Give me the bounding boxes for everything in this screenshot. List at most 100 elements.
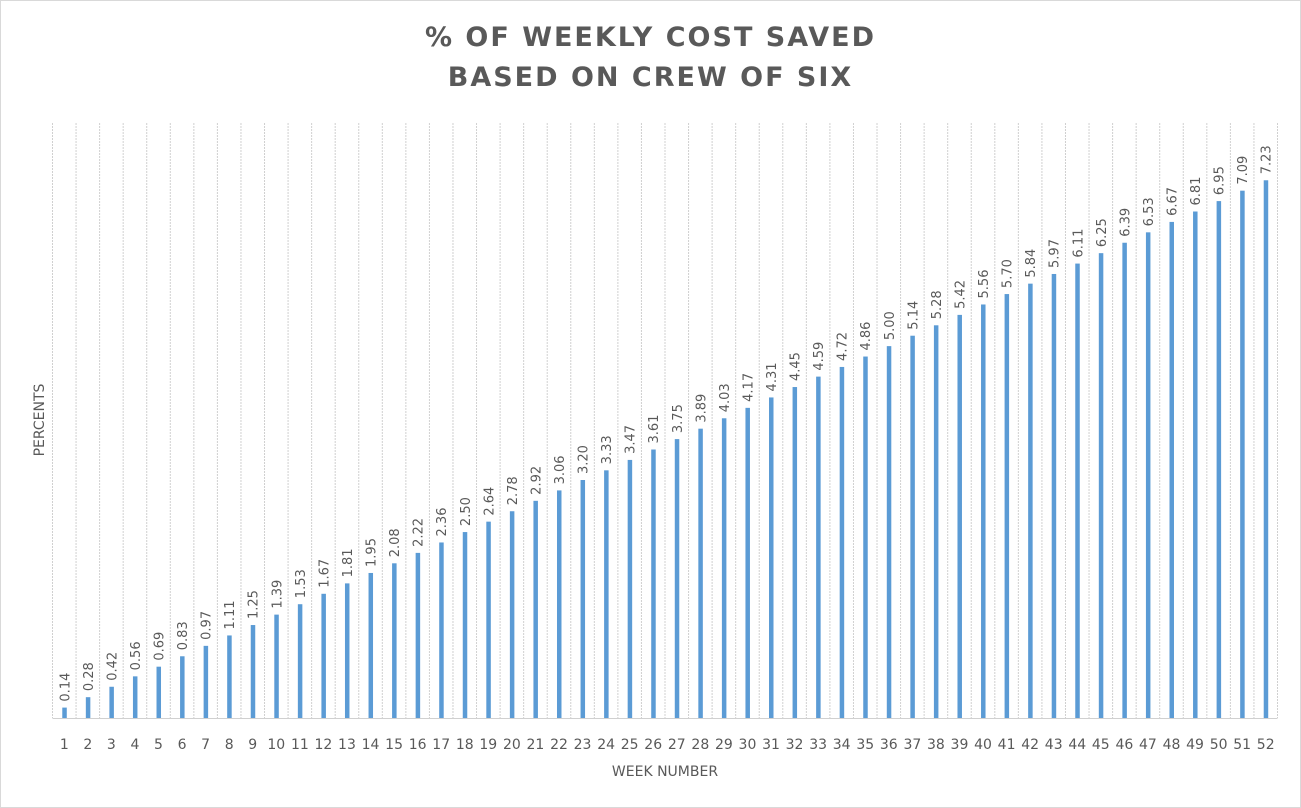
bar-week-17 bbox=[439, 542, 444, 718]
x-tick-label: 8 bbox=[225, 737, 234, 753]
data-label: 3.75 bbox=[671, 404, 686, 433]
data-label: 5.70 bbox=[1001, 259, 1016, 288]
bar-week-3 bbox=[109, 686, 114, 718]
bar-week-41 bbox=[1004, 294, 1010, 718]
data-label: 1.53 bbox=[294, 569, 309, 598]
x-tick-label: 12 bbox=[314, 737, 332, 753]
bar-week-45 bbox=[1098, 253, 1104, 718]
bar-week-12 bbox=[321, 593, 326, 718]
x-tick-label: 26 bbox=[644, 737, 662, 753]
data-label: 4.03 bbox=[718, 383, 733, 412]
data-label: 4.31 bbox=[765, 362, 780, 391]
data-label: 6.39 bbox=[1118, 208, 1133, 237]
bar-week-15 bbox=[392, 563, 397, 718]
data-label: 4.45 bbox=[789, 352, 804, 381]
x-tick-label: 21 bbox=[527, 737, 545, 753]
data-label: 1.11 bbox=[223, 600, 238, 629]
data-label: 3.61 bbox=[647, 415, 662, 444]
x-tick-label: 6 bbox=[178, 737, 187, 753]
bar-week-1 bbox=[62, 707, 67, 718]
data-label: 2.08 bbox=[388, 528, 403, 557]
data-label: 3.06 bbox=[553, 455, 568, 484]
data-label: 2.36 bbox=[435, 508, 450, 537]
data-label: 2.64 bbox=[482, 487, 497, 516]
data-label: 5.97 bbox=[1048, 239, 1063, 268]
x-tick-label: 20 bbox=[503, 737, 521, 753]
data-label: 6.95 bbox=[1213, 166, 1228, 195]
data-label: 6.67 bbox=[1165, 187, 1180, 216]
data-label: 5.00 bbox=[883, 311, 898, 340]
bar-week-10 bbox=[274, 614, 279, 718]
x-tick-label: 11 bbox=[291, 737, 309, 753]
data-label: 4.72 bbox=[836, 332, 851, 361]
bar-week-46 bbox=[1122, 242, 1127, 718]
bar-week-21 bbox=[533, 500, 538, 718]
x-tick-label: 27 bbox=[668, 737, 686, 753]
data-label: 1.67 bbox=[317, 559, 332, 588]
x-tick-label: 33 bbox=[809, 737, 827, 753]
bar-week-51 bbox=[1240, 190, 1245, 718]
bar-week-36 bbox=[886, 346, 892, 718]
data-label: 3.20 bbox=[577, 445, 592, 474]
bar-week-35 bbox=[863, 356, 868, 718]
bar-week-13 bbox=[344, 583, 350, 718]
data-label: 1.25 bbox=[247, 590, 262, 619]
bar-week-24 bbox=[604, 470, 609, 718]
bar-week-49 bbox=[1193, 211, 1198, 718]
bar-week-38 bbox=[933, 325, 939, 718]
data-label: 1.39 bbox=[270, 580, 285, 609]
bar-week-6 bbox=[180, 656, 185, 718]
bar-week-39 bbox=[957, 314, 962, 718]
bar-week-31 bbox=[769, 397, 774, 718]
x-tick-label: 37 bbox=[903, 737, 921, 753]
x-tick-label: 9 bbox=[248, 737, 257, 753]
data-label: 1.81 bbox=[341, 548, 356, 577]
bar-week-9 bbox=[250, 625, 256, 718]
data-label: 0.14 bbox=[58, 673, 73, 702]
data-label: 7.09 bbox=[1236, 156, 1251, 185]
data-label: 7.23 bbox=[1260, 145, 1275, 174]
data-label: 6.11 bbox=[1071, 229, 1086, 258]
data-label: 3.33 bbox=[600, 435, 615, 464]
data-label: 2.50 bbox=[459, 497, 474, 526]
x-tick-label: 15 bbox=[385, 737, 403, 753]
bar-week-43 bbox=[1051, 273, 1057, 718]
x-tick-label: 24 bbox=[597, 737, 615, 753]
bar-week-22 bbox=[556, 490, 562, 718]
data-label: 0.69 bbox=[153, 632, 168, 661]
bar-week-27 bbox=[674, 439, 680, 718]
x-tick-label: 39 bbox=[951, 737, 969, 753]
data-label: 6.81 bbox=[1189, 177, 1204, 206]
bar-week-40 bbox=[981, 304, 986, 718]
x-tick-label: 7 bbox=[201, 737, 210, 753]
x-tick-label: 13 bbox=[338, 737, 356, 753]
x-tick-label: 48 bbox=[1163, 737, 1181, 753]
x-tick-label: 35 bbox=[856, 737, 874, 753]
data-label: 6.25 bbox=[1095, 218, 1110, 247]
bar-week-25 bbox=[627, 459, 633, 718]
x-tick-label: 47 bbox=[1139, 737, 1157, 753]
data-label: 0.42 bbox=[105, 652, 120, 681]
y-axis-label: PERCENTS bbox=[32, 383, 48, 456]
data-label: 5.42 bbox=[953, 280, 968, 309]
x-tick-label: 1 bbox=[60, 737, 69, 753]
x-tick-label: 3 bbox=[107, 737, 116, 753]
bar-week-23 bbox=[580, 480, 586, 718]
x-tick-label: 17 bbox=[432, 737, 450, 753]
data-label: 0.97 bbox=[200, 611, 215, 640]
x-tick-label: 42 bbox=[1021, 737, 1039, 753]
data-label: 3.47 bbox=[624, 425, 639, 454]
data-label: 0.83 bbox=[176, 621, 191, 650]
x-tick-label: 4 bbox=[130, 737, 139, 753]
x-tick-label: 32 bbox=[786, 737, 804, 753]
bar-week-18 bbox=[462, 532, 468, 718]
x-axis-label: WEEK NUMBER bbox=[612, 764, 718, 780]
bar-week-52 bbox=[1263, 180, 1269, 719]
data-label: 5.56 bbox=[977, 270, 992, 299]
x-tick-label: 23 bbox=[574, 737, 592, 753]
bar-week-16 bbox=[415, 552, 421, 718]
x-tick-label: 29 bbox=[715, 737, 733, 753]
bar-week-33 bbox=[816, 376, 821, 718]
bar-week-48 bbox=[1169, 221, 1174, 718]
